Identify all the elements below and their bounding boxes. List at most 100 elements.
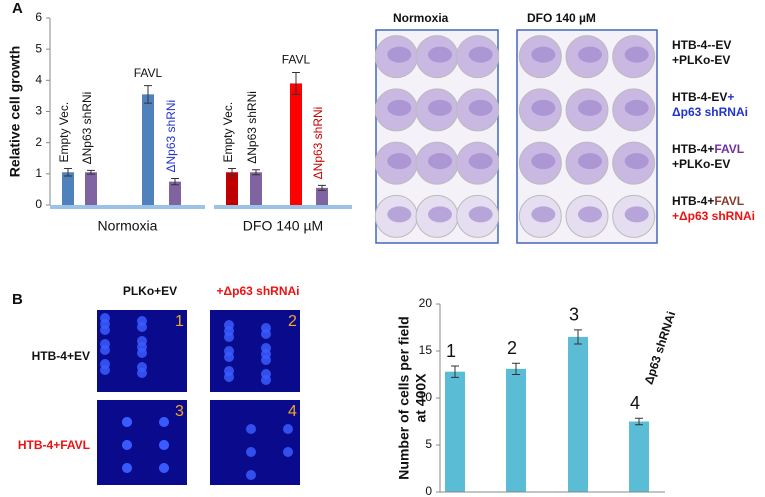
y-axis-label: Relative cell growth [7,46,23,177]
y-tick-label: 0 [425,484,432,497]
nucleus [100,365,110,375]
y-tick-label: 3 [35,104,42,118]
stain [428,46,452,63]
plate-row-label: HTB-4--EV [672,38,731,52]
group-label: DFO 140 µM [243,218,323,234]
stain [468,206,493,223]
label-part: HTB-4+ [672,194,714,208]
nucleus [122,463,132,473]
plate-row-label: +PLKo-EV [672,157,730,171]
label-part: HTB-4--EV [672,38,731,52]
error-bar [144,85,152,104]
nucleus [261,355,271,365]
nucleus [261,375,271,385]
category-label: FAVL [282,53,311,67]
y-tick-label: 1 [35,166,42,180]
bar [316,187,328,205]
bar [445,371,465,492]
stain [468,99,493,116]
stain [387,46,412,63]
stain [578,206,602,223]
stain [531,99,556,116]
stain [531,206,556,223]
micrograph [97,400,187,485]
plate-row-label: Δp63 shRNAi [672,105,748,119]
group-label: Normoxia [98,218,158,234]
nucleus [137,368,147,378]
stain [624,153,649,170]
nucleus [100,345,110,355]
label-part: FAVL [714,142,744,156]
nucleus [159,440,169,450]
bar [250,172,262,205]
y-axis-label: at 400X [413,373,429,423]
micrograph [210,400,300,485]
y-tick-label: 4 [35,73,42,87]
nucleus [122,440,132,450]
nucleus [261,329,271,339]
bar [506,368,526,492]
stain [531,46,556,63]
y-tick-label: 20 [419,296,433,310]
error-bar [635,417,643,426]
y-tick-label: 15 [419,343,433,357]
bar [226,172,238,205]
plate-row-label: HTB-4+FAVL [672,142,744,156]
nucleus [246,424,256,434]
error-bar [292,72,300,95]
category-label: ΔNp63 shRNi [245,91,259,164]
row-label: HTB-4+FAVL [18,438,90,452]
plate-images [374,29,658,244]
stain [578,99,602,116]
stain [468,153,493,170]
plate-column-label: DFO 140 µM [527,11,596,25]
image-number: 2 [288,313,297,330]
column-label: PLKo+EV [123,284,177,298]
category-label: Empty Vec. [221,102,235,163]
category-label: 3 [569,305,579,325]
bar [62,172,74,205]
bar [169,181,181,205]
stain [624,99,649,116]
plate-row-label: +Δp63 shRNAi [672,209,755,223]
stain [624,46,649,63]
y-tick-label: 2 [35,135,42,149]
category-label: 4 [630,393,640,413]
stain [428,206,452,223]
y-tick-label: 0 [35,197,42,211]
nucleus [246,447,256,457]
error-bar [451,365,459,378]
nucleus [159,463,169,473]
annotation: Δp63 shRNAi [642,310,679,387]
nucleus [137,322,147,332]
plate-column-label: Normoxia [393,11,449,25]
label-part: HTB-4+ [672,142,714,156]
bar [290,83,302,205]
stain [531,153,556,170]
stain [578,46,602,63]
bar [85,172,97,205]
category-label: ΔNp63 shRNi [164,100,178,173]
y-tick-label: 5 [425,437,432,451]
label-part: + [727,90,734,104]
panel-label: B [12,291,23,308]
nucleus [246,470,256,480]
error-bar [87,169,95,175]
category-label: Empty Vec. [57,102,71,163]
image-number: 4 [288,403,297,420]
nucleus [159,417,169,427]
nucleus [122,417,132,427]
bar [142,94,154,205]
y-axis-label: Number of cells per field [396,316,412,479]
plate-row-label: HTB-4+FAVL [672,194,744,208]
stain [468,46,493,63]
category-label: ΔNp63 shRNi [311,107,325,180]
bar [629,421,649,492]
nucleus [100,325,110,335]
category-label: 1 [446,341,456,361]
label-part: Δp63 shRNAi [672,105,748,119]
y-tick-label: 6 [35,10,42,24]
y-tick-label: 10 [419,390,433,404]
stain [428,99,452,116]
row-label: HTB-4+EV [32,349,90,363]
